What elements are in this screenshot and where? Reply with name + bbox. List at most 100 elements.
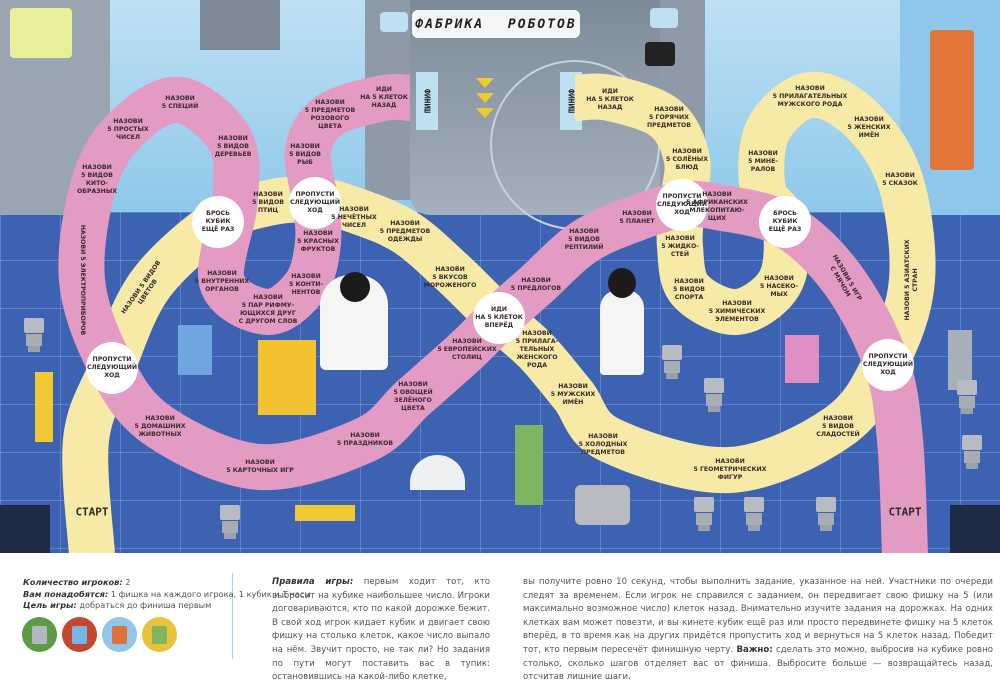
yellow-pillar: [35, 372, 53, 442]
battery: [295, 505, 355, 521]
chimp-head: [608, 268, 636, 298]
players-line: Количество игроков: 2: [23, 577, 131, 587]
yellow-track-cell: ИДИ НА 5 КЛЕТОК НАЗАД: [586, 88, 634, 111]
pink-track-cell: НАЗОВИ 5 ДОМАШНИХ ЖИВОТНЫХ: [134, 415, 186, 438]
pink-track-cell: НАЗОВИ 5 СПЕЦИЙ: [161, 95, 199, 110]
pink-track-cell: НАЗОВИ 5 АФРИКАНСКИХ МЛЕКОПИТАЮ- ЩИХ: [686, 191, 748, 222]
robot-token-icon: [22, 617, 57, 652]
pink-track-cell: НАЗОВИ 5 ПРЕДМЕТОВ РОЗОВОГО ЦВЕТА: [304, 99, 356, 130]
yellow-track-cell: НАЗОВИ 5 ВИДОВ СПОРТА: [673, 278, 705, 301]
pink-track-cell: НАЗОВИ 5 ВИДОВ КИТО- ОБРАЗНЫХ: [76, 164, 118, 195]
yellow-track-cell: НАЗОВИ 5 ПРЕДМЕТОВ ОДЕЖДЫ: [379, 220, 431, 243]
arrow-down-icon: [476, 108, 494, 118]
yellow-track-cell: НАЗОВИ 5 ВИДОВ СЛАДОСТЕЙ: [816, 415, 860, 438]
pink-robot: [785, 335, 819, 383]
pink-track-cell: НАЗОВИ 5 ПЛАНЕТ: [619, 210, 655, 225]
machine-screen: [380, 12, 408, 32]
gray-robot: [218, 505, 242, 539]
special-cell: БРОСЬ КУБИК ЕЩЁ РАЗ: [768, 210, 802, 233]
special-cell-bg: [759, 196, 811, 248]
yellow-track: [62, 71, 936, 553]
arrow-down-icon: [476, 93, 494, 103]
gray-robot: [960, 435, 984, 469]
special-cell-bg: [86, 342, 138, 394]
yellow-track-cell: НАЗОВИ 5 НЕЧЁТНЫХ ЧИСЕЛ: [331, 206, 377, 229]
yellow-track-cell: НАЗОВИ 5 ПРИЛАГА- ТЕЛЬНЫХ ЖЕНСКОГО РОДА: [515, 330, 559, 369]
pink-track-cell: НАЗОВИ 5 ОВОЩЕЙ ЗЕЛЁНОГО ЦВЕТА: [393, 381, 433, 412]
gray-robot: [955, 380, 979, 414]
yellow-track-cell: НАЗОВИ 5 ГОРЯЧИХ ПРЕДМЕТОВ: [646, 106, 692, 129]
special-cell: ПРОПУСТИ СЛЕДУЮЩИЙ ХОД: [86, 356, 138, 379]
special-cell-bg: [192, 196, 244, 248]
pink-track-cell: НАЗОВИ 5 КРАСНЫХ ФРУКТОВ: [297, 230, 339, 253]
column-divider: [232, 573, 233, 659]
gray-robot: [702, 378, 726, 412]
yellow-track-cell: НАЗОВИ 5 СОЛЁНЫХ БЛЮД: [666, 148, 708, 171]
pink-track: [58, 73, 928, 553]
pink-track-cell: НАЗОВИ 5 КАРТОЧНЫХ ИГР: [226, 459, 294, 474]
oscilloscope-screen: [10, 8, 72, 58]
robot-token-icon: [102, 617, 137, 652]
arrow-down-icon: [476, 78, 494, 88]
yellow-track-cell: НАЗОВИ 5 ХОЛОДНЫХ ПРЕДМЕТОВ: [578, 433, 628, 456]
rules-text-column-2: вы получите ровно 10 секунд, чтобы выпол…: [523, 577, 993, 683]
robot-token-icon: [142, 617, 177, 652]
pink-track-cell: НАЗОВИ 5 ПАР РИФМУ- ЮЩИХСЯ ДРУГ С ДРУГОМ…: [238, 294, 298, 325]
orange-robot: [930, 30, 974, 170]
yellow-track-cell: НАЗОВИ 5 НАСЕКО- МЫХ: [759, 275, 799, 298]
pink-track-cell: НАЗОВИ 5 ВИДОВ ДЕРЕВЬЕВ: [214, 135, 252, 158]
finish-label-pink: ФИНИШ: [416, 72, 438, 130]
special-cell: ПРОПУСТИ СЛЕДУЮЩИЙ ХОД: [656, 193, 708, 216]
special-cell: ПРОПУСТИ СЛЕДУЮЩИЙ ХОД: [289, 191, 341, 214]
gorilla-head: [340, 272, 370, 302]
gray-robot: [692, 497, 716, 531]
pink-track-cell: НАЗОВИ 5 ВНУТРЕННИХ ОРГАНОВ: [194, 270, 250, 293]
pink-track-cell: НАЗОВИ 5 ВИДОВ РЕПТИЛИЙ: [564, 228, 604, 251]
pink-track-cell: НАЗОВИ 5 ПРЕДЛОГОВ: [510, 277, 562, 292]
factory-title: ФАБРИКА РОБОТОВ: [412, 10, 580, 38]
yellow-track-cell: НАЗОВИ 5 ВКУСОВ МОРОЖЕНОГО: [423, 266, 477, 289]
special-cell-bg: [289, 177, 341, 229]
special-cell-bg: [656, 179, 708, 231]
needed-line: Вам понадобятся: 1 фишка на каждого игро…: [23, 588, 311, 599]
game-specs: Количество игроков: 2 Вам понадобятся: 1…: [23, 577, 311, 612]
control-panel: [950, 505, 1000, 553]
special-cell: ИДИ НА 5 КЛЕТОК ВПЕРЁД: [475, 306, 523, 329]
yellow-track-cell: НАЗОВИ 5 ПРИЛАГАТЕЛЬНЫХ МУЖСКОГО РОДА: [772, 85, 848, 108]
special-cell-bg: [473, 292, 525, 344]
start-label-pink: СТАРТ: [888, 505, 922, 519]
pink-track-cell: НАЗОВИ 5 ЭЛЕКТРОПРИБОРОВ: [79, 224, 86, 336]
pink-track-cell: НАЗОВИ 5 ЕВРОПЕЙСКИХ СТОЛИЦ: [437, 338, 497, 361]
special-cell: ПРОПУСТИ СЛЕДУЮЩИЙ ХОД: [862, 353, 914, 376]
machine-screen: [650, 8, 678, 28]
gray-robot: [22, 318, 46, 352]
yellow-track-cell: НАЗОВИ 5 ЖИДКО- СТЕЙ: [661, 235, 699, 258]
yellow-track-cell: НАЗОВИ 5 ХИМИЧЕСКИХ ЭЛЕМЕНТОВ: [708, 300, 766, 323]
yellow-track-cell: НАЗОВИ 5 СКАЗОК: [882, 172, 918, 187]
robot-token-icon: [62, 617, 97, 652]
gray-robot: [814, 497, 838, 531]
yellow-track-cell: НАЗОВИ 5 МУЖСКИХ ИМЁН: [550, 383, 596, 406]
pink-track-cell: НАЗОВИ 5 ПРАЗДНИКОВ: [336, 432, 394, 447]
game-tracks: [58, 71, 936, 553]
game-board: ФАБРИКА РОБОТОВ ФИНИШ ФИНИШ СТАРТ СТАРТ …: [0, 0, 1000, 553]
yellow-track-cell: НАЗОВИ 5 ВИДОВ ПТИЦ: [252, 191, 284, 214]
goal-line: Цель игры: добраться до финиша первым: [23, 600, 212, 610]
chimp-scientist: [600, 290, 644, 375]
yellow-track-cell: НАЗОВИ 5 ЖЕНСКИХ ИМЁН: [847, 116, 891, 139]
pink-track-cell: НАЗОВИ 5 КОНТИ- НЕНТОВ: [289, 273, 323, 296]
gray-robot: [742, 497, 766, 531]
yellow-track-cell: НАЗОВИ 5 АЗИАТСКИХ СТРАН: [904, 239, 919, 321]
code-monitor: [645, 42, 675, 66]
pink-track-cell: НАЗОВИ 5 ВИДОВ РЫБ: [289, 143, 321, 166]
control-panel: [0, 505, 50, 553]
rules-text-column-1: Правила игры: первым ходит тот, кто выбр…: [272, 577, 490, 683]
special-cell-bg: [862, 339, 914, 391]
start-label-yellow: СТАРТ: [75, 505, 109, 519]
green-robot: [515, 425, 543, 505]
blue-robot: [178, 325, 212, 375]
robot-head: [575, 485, 630, 525]
yellow-robot: [258, 340, 316, 415]
yellow-track-cell: НАЗОВИ 5 ГЕОМЕТРИЧЕСКИХ ФИГУР: [693, 458, 767, 481]
gray-robot: [660, 345, 684, 379]
